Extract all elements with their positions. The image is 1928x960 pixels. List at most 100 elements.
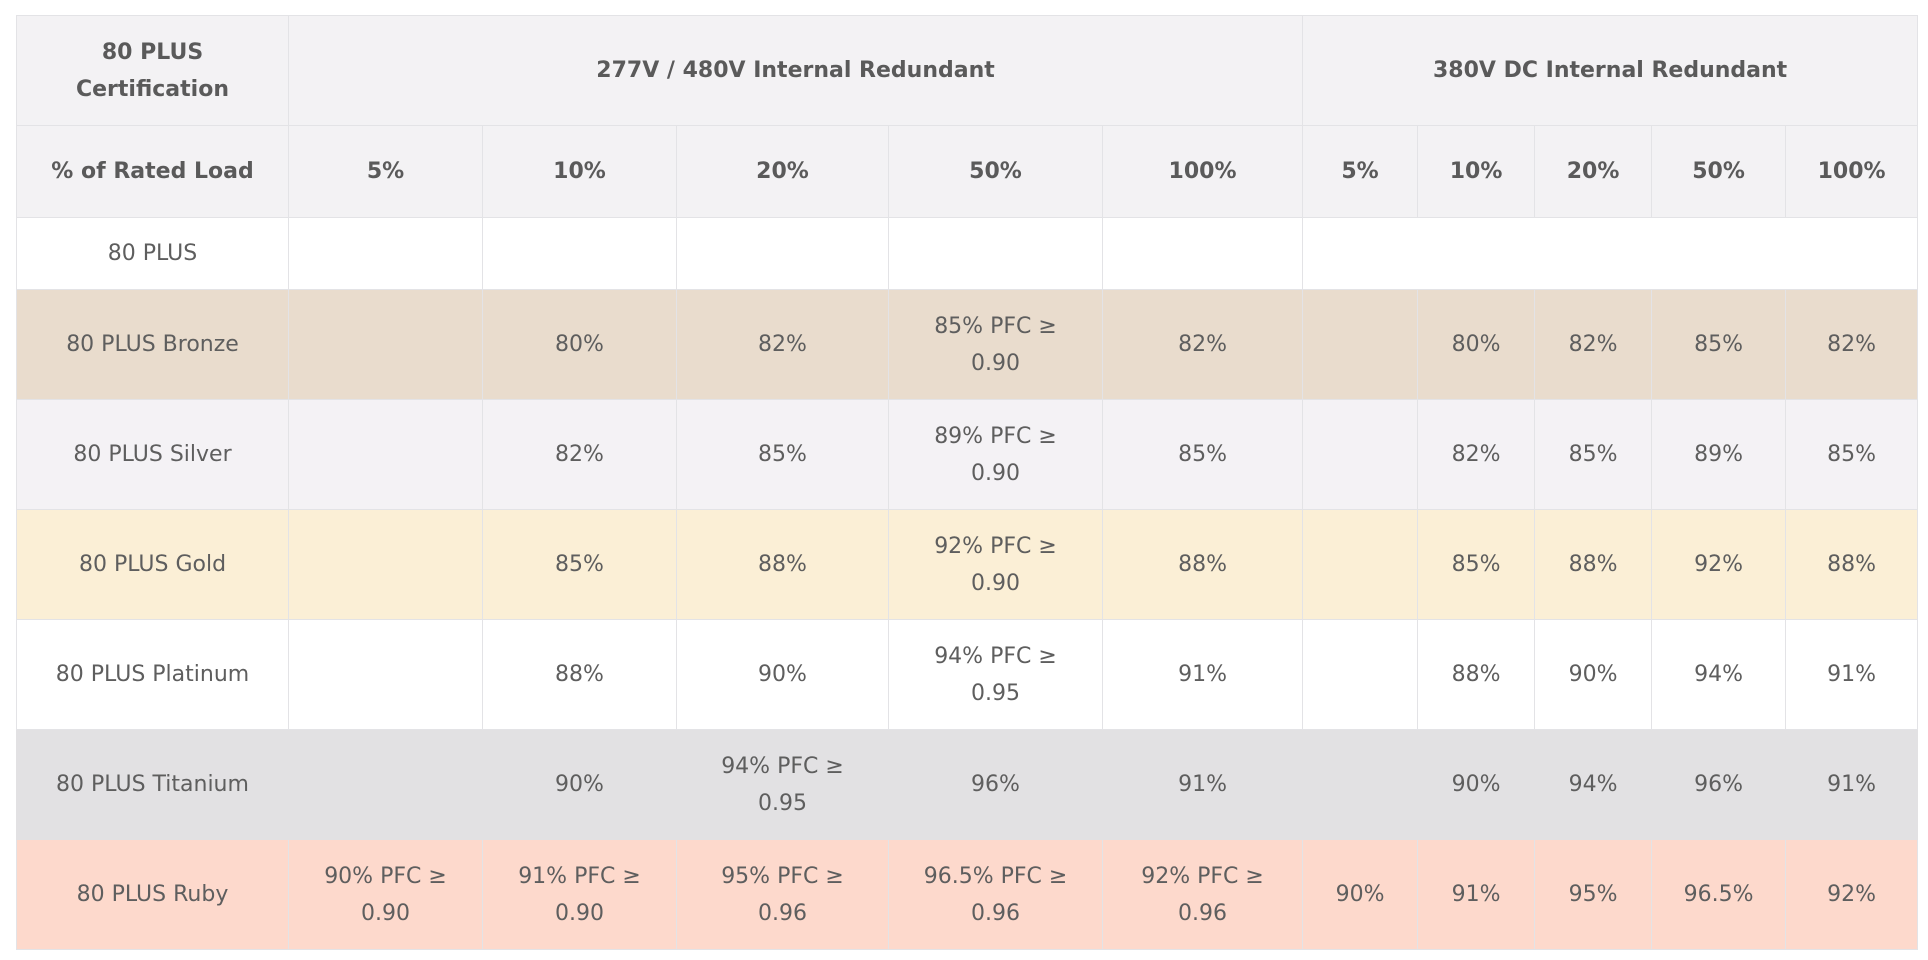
dc-cell: 85%: [1417, 509, 1536, 620]
dc-cell: [1302, 619, 1419, 730]
dc-cell: 94%: [1534, 729, 1653, 840]
tier-name: 80 PLUS Ruby: [16, 839, 289, 950]
table-row: 80 PLUS Ruby 90% PFC ≥ 0.90 91% PFC ≥ 0.…: [16, 839, 1919, 950]
dc-cell: [1651, 217, 1786, 290]
dc-cell: 96.5%: [1651, 839, 1787, 950]
ac-cell: 94% PFC ≥ 0.95: [676, 729, 889, 840]
table-row: 80 PLUS: [16, 217, 1919, 290]
dc-cell: [1302, 509, 1419, 620]
ac-cell: 91% PFC ≥ 0.90: [482, 839, 677, 950]
ac-cell: [288, 399, 483, 510]
ac-cell: 88%: [482, 619, 677, 730]
dc-cell: 92%: [1651, 509, 1787, 620]
header-row-groups: 80 PLUS Certification 277V / 480V Intern…: [16, 15, 1919, 126]
dc-cell: 96%: [1651, 729, 1787, 840]
ac-cell: 88%: [676, 509, 889, 620]
dc-cell: 82%: [1417, 399, 1536, 510]
table-row: 80 PLUS Platinum 88% 90% 94% PFC ≥ 0.95 …: [16, 619, 1919, 730]
ac-load-50: 50%: [888, 125, 1103, 218]
ac-cell: 96.5% PFC ≥ 0.96: [888, 839, 1103, 950]
dc-load-5: 5%: [1302, 125, 1419, 218]
ac-cell: [1101, 217, 1304, 290]
dc-cell: 89%: [1651, 399, 1787, 510]
dc-cell: [1785, 217, 1919, 290]
dc-load-50: 50%: [1651, 125, 1787, 218]
ac-cell: 91%: [1101, 619, 1304, 730]
dc-cell: [1417, 217, 1535, 290]
ac-cell: 82%: [482, 399, 677, 510]
dc-load-10: 10%: [1417, 125, 1536, 218]
tier-name: 80 PLUS Titanium: [16, 729, 289, 840]
ac-cell: 85%: [482, 509, 677, 620]
ac-cell: [482, 217, 677, 290]
dc-cell: [1302, 729, 1419, 840]
dc-cell: 91%: [1785, 619, 1919, 730]
tier-name: 80 PLUS Platinum: [16, 619, 289, 730]
dc-cell: 90%: [1302, 839, 1419, 950]
dc-cell: 82%: [1534, 289, 1653, 400]
ac-cell: [288, 217, 483, 290]
dc-cell: [1302, 217, 1418, 290]
ac-cell: 90% PFC ≥ 0.90: [288, 839, 483, 950]
dc-cell: 90%: [1417, 729, 1536, 840]
ac-cell: 85%: [676, 399, 889, 510]
dc-load-20: 20%: [1534, 125, 1653, 218]
ac-cell: [888, 217, 1103, 290]
ac-cell: [288, 509, 483, 620]
dc-cell: 92%: [1785, 839, 1919, 950]
dc-cell: 90%: [1534, 619, 1653, 730]
ac-cell: 80%: [482, 289, 677, 400]
ac-cell: 82%: [1101, 289, 1304, 400]
dc-cell: 82%: [1785, 289, 1919, 400]
ac-cell: [676, 217, 889, 290]
dc-cell: 95%: [1534, 839, 1653, 950]
tier-name: 80 PLUS Silver: [16, 399, 289, 510]
ac-cell: 82%: [676, 289, 889, 400]
dc-cell: 85%: [1785, 399, 1919, 510]
ac-cell: [288, 289, 483, 400]
ac-cell: 96%: [888, 729, 1103, 840]
ac-cell: 85% PFC ≥ 0.90: [888, 289, 1103, 400]
tier-name: 80 PLUS: [16, 217, 289, 290]
ac-load-100: 100%: [1101, 125, 1304, 218]
dc-cell: 91%: [1785, 729, 1919, 840]
ac-load-5: 5%: [288, 125, 483, 218]
table-row: 80 PLUS Gold 85% 88% 92% PFC ≥ 0.90 88% …: [16, 509, 1919, 620]
ac-cell: [288, 619, 483, 730]
dc-cell: 88%: [1534, 509, 1653, 620]
dc-cell: 88%: [1417, 619, 1536, 730]
table-row: 80 PLUS Bronze 80% 82% 85% PFC ≥ 0.90 82…: [16, 289, 1919, 400]
ac-cell: 88%: [1101, 509, 1304, 620]
table-row: 80 PLUS Titanium 90% 94% PFC ≥ 0.95 96% …: [16, 729, 1919, 840]
ac-cell: 89% PFC ≥ 0.90: [888, 399, 1103, 510]
ac-cell: 85%: [1101, 399, 1304, 510]
certification-header: 80 PLUS Certification: [16, 15, 289, 126]
tier-name: 80 PLUS Gold: [16, 509, 289, 620]
header-row-loads: % of Rated Load 5% 10% 20% 50% 100% 5% 1…: [16, 125, 1919, 218]
dc-cell: [1534, 217, 1652, 290]
ac-load-10: 10%: [482, 125, 677, 218]
ac-cell: 92% PFC ≥ 0.96: [1101, 839, 1304, 950]
ac-load-20: 20%: [676, 125, 889, 218]
ac-cell: 91%: [1101, 729, 1304, 840]
ac-group-header: 277V / 480V Internal Redundant: [287, 15, 1304, 126]
ac-cell: 92% PFC ≥ 0.90: [888, 509, 1103, 620]
tier-name: 80 PLUS Bronze: [16, 289, 289, 400]
ac-cell: 90%: [482, 729, 677, 840]
rated-load-header: % of Rated Load: [16, 125, 289, 218]
dc-cell: [1302, 289, 1419, 400]
efficiency-table: 80 PLUS Certification 277V / 480V Intern…: [16, 15, 1919, 950]
dc-cell: 88%: [1785, 509, 1919, 620]
dc-cell: 85%: [1534, 399, 1653, 510]
dc-load-100: 100%: [1785, 125, 1919, 218]
dc-cell: 85%: [1651, 289, 1787, 400]
dc-group-header: 380V DC Internal Redundant: [1302, 15, 1919, 126]
dc-cell: 91%: [1417, 839, 1536, 950]
ac-cell: 90%: [676, 619, 889, 730]
dc-cell: [1302, 399, 1419, 510]
dc-cell: 80%: [1417, 289, 1536, 400]
dc-cell: 94%: [1651, 619, 1787, 730]
ac-cell: [288, 729, 483, 840]
ac-cell: 95% PFC ≥ 0.96: [676, 839, 889, 950]
ac-cell: 94% PFC ≥ 0.95: [888, 619, 1103, 730]
